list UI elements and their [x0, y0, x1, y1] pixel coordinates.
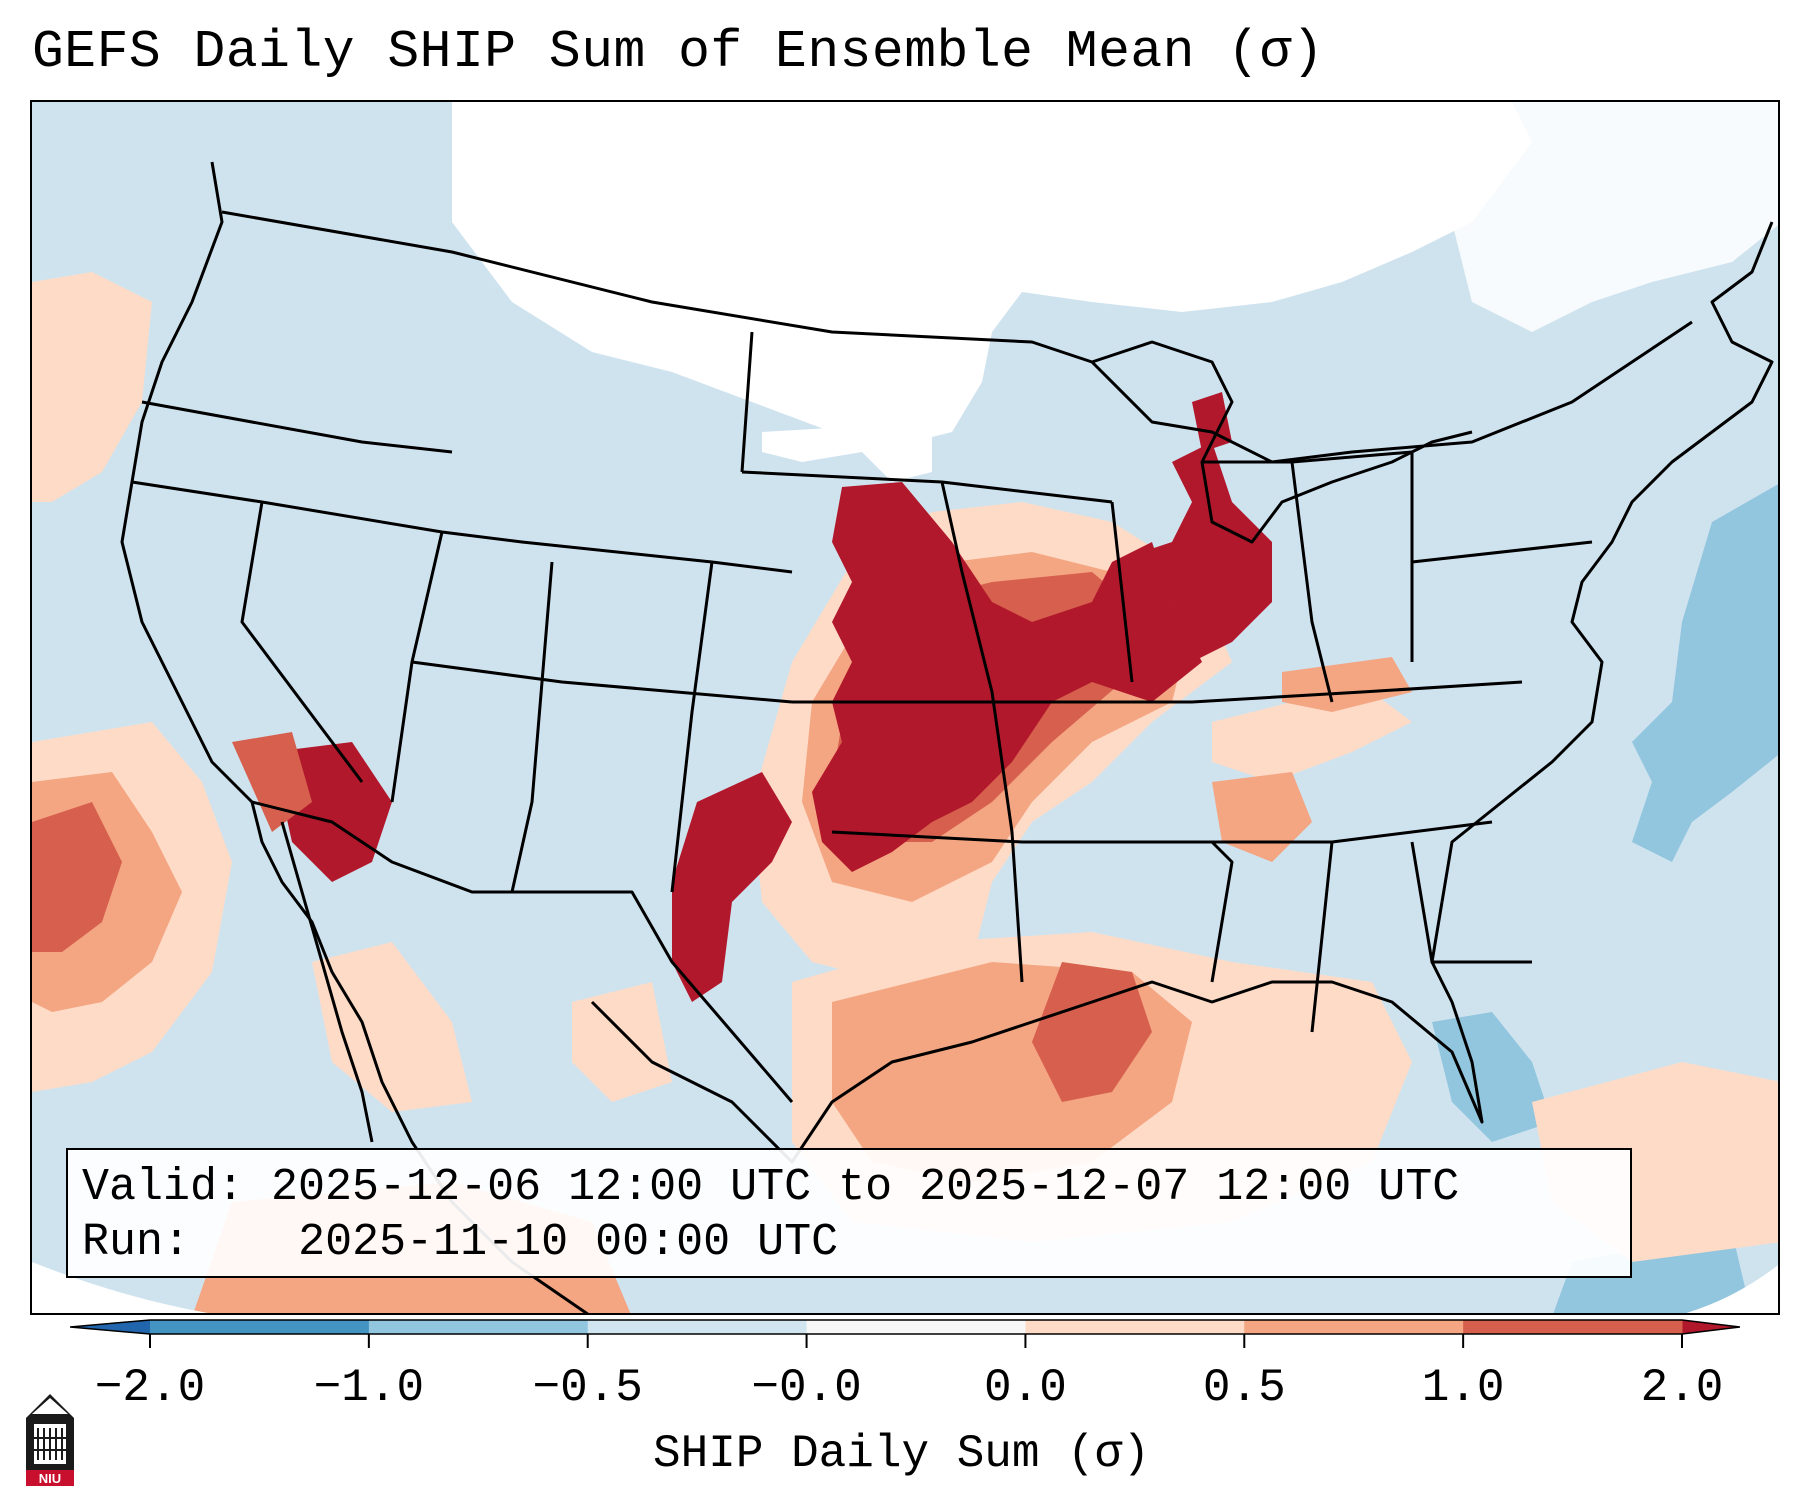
- logo-text: NIU: [39, 1471, 61, 1486]
- valid-time-box: Valid: 2025-12-06 12:00 UTC to 2025-12-0…: [66, 1148, 1632, 1278]
- west-texas-positive-field: [572, 982, 672, 1102]
- colorbar-tick-label: 2.0: [1640, 1362, 1724, 1414]
- tennessee-positive-field: [1212, 772, 1312, 862]
- indiana-ohio-positive-field: [1282, 657, 1412, 712]
- valid-value: 2025-12-06 12:00 UTC to 2025-12-07 12:00…: [271, 1162, 1460, 1213]
- colorbar-segment: [1244, 1320, 1464, 1334]
- colorbar-tick-label: 0.0: [984, 1362, 1067, 1414]
- colorbar-tick-label: 0.5: [1202, 1362, 1286, 1414]
- atlantic-negative-field: [1632, 484, 1778, 862]
- texas-panhandle-positive-field-max: [672, 772, 792, 1002]
- state-lines-east: [1202, 450, 1593, 1033]
- map-panel: [30, 100, 1780, 1315]
- state-lines-west: [131, 400, 793, 893]
- colorbar-segment: [806, 1320, 1026, 1334]
- nebraska-neutral-patch: [762, 422, 932, 482]
- state-lines-central: [740, 331, 1523, 983]
- colorbar-segment: [150, 1320, 370, 1334]
- pacific-coastline: [120, 161, 589, 1313]
- colorbar: [70, 1319, 1740, 1348]
- baja-positive-field: [312, 942, 472, 1112]
- valid-label: Valid:: [82, 1162, 245, 1213]
- colorbar-extend-low: [70, 1320, 150, 1334]
- oregon-coast-positive-field: [32, 272, 152, 502]
- run-row: Run: 2025-11-10 00:00 UTC: [82, 1215, 1630, 1270]
- northeast-neutral-field: [1412, 102, 1778, 332]
- great-lakes-outline: [1091, 340, 1473, 544]
- colorbar-label: SHIP Daily Sum (σ): [653, 1428, 1150, 1480]
- us-mexico-border: [251, 800, 794, 1103]
- ohio-valley-positive-field: [1212, 692, 1412, 782]
- baja-coastline: [280, 821, 374, 1143]
- university-tower-icon: [26, 1394, 74, 1470]
- colorbar-tick-label: −2.0: [94, 1362, 206, 1414]
- projection-corner-right: [1686, 1265, 1778, 1313]
- run-value: 2025-11-10 00:00 UTC: [298, 1217, 839, 1268]
- projection-corner-left: [32, 1262, 208, 1313]
- colorbar-segment: [587, 1320, 808, 1334]
- run-label: Run:: [82, 1217, 191, 1268]
- niu-logo: NIU: [26, 1394, 74, 1486]
- nevada-positive-field-mid: [232, 732, 312, 832]
- pacific-positive-field-high: [32, 802, 122, 952]
- colorbar-tick-label: −0.5: [532, 1362, 643, 1414]
- colorbar-extend-high: [1682, 1320, 1740, 1334]
- colorbar-tick-label: −1.0: [313, 1362, 425, 1414]
- canada-us-border: [221, 210, 1693, 464]
- florida-straits-negative-field: [1432, 1012, 1552, 1142]
- chart-title: GEFS Daily SHIP Sum of Ensemble Mean (σ): [32, 22, 1325, 82]
- valid-row: Valid: 2025-12-06 12:00 UTC to 2025-12-0…: [82, 1160, 1630, 1215]
- plains-positive-field-max: [812, 482, 1202, 872]
- colorbar-segment: [368, 1320, 589, 1334]
- atlantic-coastline: [1440, 221, 1774, 903]
- illinois-positive-field-max: [1112, 442, 1272, 662]
- map-svg: [32, 102, 1778, 1313]
- colorbar-segment: [1025, 1320, 1245, 1334]
- northern-neutral-field: [452, 102, 1532, 442]
- colorbar-tick-label: −0.0: [751, 1362, 862, 1414]
- colorbar-segment: [1463, 1320, 1683, 1334]
- gulf-positive-field-high: [1032, 962, 1152, 1102]
- colorbar-tick-label: 1.0: [1421, 1362, 1505, 1414]
